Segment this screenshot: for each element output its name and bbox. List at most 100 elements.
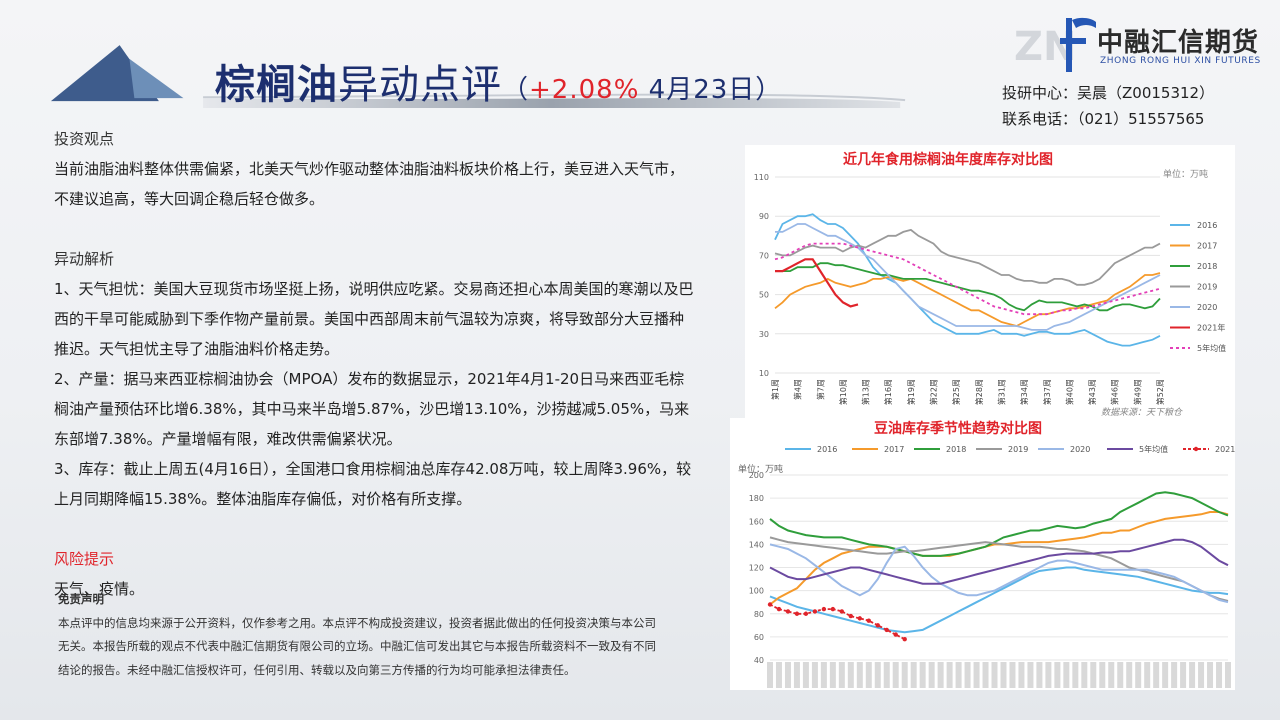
soy-x-tick-mark (847, 662, 854, 688)
soy-x-tick-mark (1018, 662, 1025, 688)
soy-x-tick-mark (1216, 662, 1223, 688)
soy-x-tick-mark (1225, 662, 1231, 688)
soy-legend-label: 2020 (1070, 445, 1090, 454)
soy-series-marker (803, 611, 809, 616)
palm-x-tick-label: 第40周 (1064, 379, 1074, 405)
investment-view-text: 当前油脂油料整体供需偏紧，北美天气炒作驱动整体油脂油料板块价格上行，美豆进入天气… (54, 160, 685, 208)
soy-series-marker (857, 616, 863, 621)
soy-chart-title: 豆油库存季节性趋势对比图 (874, 421, 1042, 437)
soy-x-tick-mark (865, 662, 872, 688)
soy-legend-label: 2016 (817, 445, 837, 454)
soy-x-tick-mark (946, 662, 953, 688)
soy-x-tick-mark (1198, 662, 1205, 688)
soy-x-tick-mark (1090, 662, 1097, 688)
soy-x-tick-mark (1072, 662, 1079, 688)
page-title: 棕榈油异动点评（+2.08% 4月23日） (215, 52, 782, 110)
title-product: 棕榈油 (215, 62, 338, 108)
soy-series-marker (776, 606, 782, 612)
palm-series-line-2021年 (775, 258, 859, 308)
soy-x-tick-mark (973, 662, 980, 688)
palm-y-tick-label: 110 (754, 173, 769, 182)
palm-x-tick-label: 第28周 (974, 379, 984, 405)
title-subject: 异动点评 (338, 62, 502, 108)
soy-y-tick-label: 160 (749, 517, 764, 526)
palm-chart-svg: 10 30 50 70 90 110 第1周 第4周 第7周 第10周 第13周 第16周 第19周 第2… (754, 173, 1226, 405)
soy-y-tick-label: 140 (749, 540, 764, 549)
palm-series-line-2016 (774, 213, 1161, 347)
soy-y-tick-label: 40 (754, 656, 764, 665)
soy-x-tick-mark (1207, 662, 1214, 688)
soy-series-marker (767, 602, 773, 607)
palm-y-tick-label: 10 (759, 369, 769, 378)
palm-chart-source: 数据来源：天下粮仓 (1101, 408, 1183, 418)
soy-series-marker (794, 611, 800, 616)
soy-y-tick-label: 120 (749, 564, 764, 573)
palm-x-tick-label: 第1周 (770, 379, 780, 400)
soy-chart-unit: 单位：万吨 (738, 465, 784, 475)
palm-x-tick-label: 第16周 (883, 379, 893, 405)
soy-legend-label: 2018 (946, 445, 966, 454)
palm-x-tick-label: 第52周 (1155, 379, 1165, 405)
soy-x-tick-mark (1063, 662, 1070, 688)
soy-x-tick-mark (775, 662, 782, 688)
soy-x-tick-mark (811, 662, 818, 688)
text-column: 投资观点 当前油脂油料整体供需偏紧，北美天气炒作驱动整体油脂油料板块价格上行，美… (54, 124, 694, 604)
palm-x-tick-label: 第19周 (906, 379, 916, 405)
analysis-weather: 1、天气担忧：美国大豆现货市场坚挺上扬，说明供应吃紧。交易商还担心本周美国的寒潮… (54, 280, 694, 358)
soy-x-tick-mark (991, 662, 998, 688)
company-logo-mark: ZN (1014, 17, 1096, 72)
soy-x-tick-mark (1135, 662, 1142, 688)
soy-x-tick-mark (1171, 662, 1178, 688)
palm-x-tick-label: 第49周 (1132, 379, 1142, 405)
soy-x-tick-mark (1162, 662, 1169, 688)
soy-y-tick-label: 180 (749, 494, 764, 503)
soy-legend-label: 5年均值 (1139, 444, 1168, 454)
soy-series-line-2016 (769, 566, 1229, 634)
title-date: 4月23日） (639, 75, 783, 105)
contact-analyst: 投研中心：吴晨（Z0015312） (1002, 84, 1215, 102)
palm-y-tick-label: 70 (759, 251, 769, 260)
palm-x-tick-label: 第37周 (1042, 379, 1052, 405)
soy-y-tick-label: 100 (749, 587, 764, 596)
soy-series-marker (830, 606, 836, 612)
soy-x-tick-mark (1144, 662, 1151, 688)
soy-x-tick-mark (919, 662, 926, 688)
soy-series-marker (821, 606, 827, 612)
soy-x-tick-mark (1180, 662, 1187, 688)
palm-legend-label: 2021年 (1197, 323, 1225, 333)
palm-legend-label: 2017 (1197, 242, 1217, 251)
soy-x-tick-mark (883, 662, 890, 688)
soy-x-tick-mark (1054, 662, 1061, 688)
palm-y-tick-label: 50 (759, 291, 769, 300)
palm-series-line-2020 (775, 223, 1161, 331)
soy-series-marker (785, 609, 791, 614)
soy-x-tick-mark (802, 662, 809, 688)
palm-oil-inventory-chart-panel: 近几年食用棕榈油年度库存对比图 单位：万吨 数据来源：天下粮仓 10 30 50 70… (745, 145, 1235, 420)
soy-legend-label: 2017 (884, 445, 904, 454)
soy-x-tick-mark (955, 662, 962, 688)
soy-x-tick-mark (1126, 662, 1133, 688)
palm-legend-label: 2018 (1197, 262, 1217, 271)
soybean-oil-inventory-chart-panel: 豆油库存季节性趋势对比图 单位：万吨 40 60 80 100 120 140 160 180… (730, 418, 1235, 690)
soy-series-marker (893, 632, 898, 637)
analysis-inventory: 3、库存：截止上周五(4月16日），全国港口食用棕榈油总库存42.08万吨，较上… (54, 460, 692, 508)
company-name: 中融汇信期货 (1097, 28, 1260, 58)
palm-x-tick-label: 第22周 (929, 379, 939, 405)
soy-series-line-2018 (769, 491, 1229, 557)
palm-x-tick-label: 第7周 (815, 379, 825, 400)
company-english-name: ZHONG RONG HUI XIN FUTURES (1100, 56, 1261, 66)
risk-title: 风险提示 (54, 550, 115, 568)
palm-x-tick-label: 第34周 (1019, 379, 1029, 405)
soy-y-tick-label: 80 (754, 610, 764, 619)
soy-series-marker (875, 623, 880, 628)
palm-legend-label: 2019 (1197, 283, 1217, 292)
soy-chart-svg: 40 60 80 100 120 140 160 180 200 2016 2017 2018 2019… (749, 444, 1235, 688)
soy-series-marker (866, 618, 871, 623)
soy-series-line-2020 (769, 543, 1229, 604)
soy-x-tick-mark (937, 662, 944, 688)
soy-x-tick-mark (928, 662, 935, 688)
soy-x-tick-mark (1081, 662, 1088, 688)
soy-y-tick-label: 200 (749, 471, 764, 480)
disclaimer-title: 免责声明 (58, 592, 104, 606)
soy-x-tick-mark (901, 662, 908, 688)
